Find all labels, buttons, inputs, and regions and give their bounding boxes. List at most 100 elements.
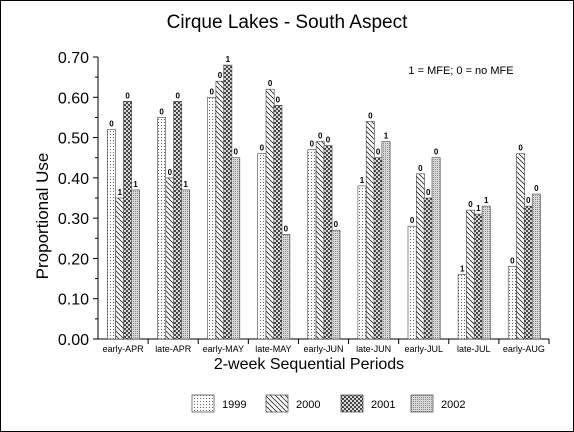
bar-2002-late-JUL — [481, 205, 491, 340]
bar-data-label: 0 — [426, 188, 431, 197]
bar-2000-late-JUL — [466, 209, 475, 340]
bar-2001-early-JUL — [423, 197, 433, 340]
x-axis-label: 2-week Sequential Periods — [214, 356, 404, 373]
bar-2002-early-AUG — [531, 193, 541, 340]
bar-2001-early-AUG — [523, 205, 533, 340]
x-tick-label: early-APR — [103, 344, 145, 354]
x-tick-label: late-APR — [155, 344, 192, 354]
bar-2002-early-JUL — [431, 157, 441, 340]
y-tick-label: 0.40 — [58, 171, 89, 188]
bar-data-label: 0 — [284, 224, 289, 233]
legend-label: 2002 — [441, 399, 465, 411]
bar-data-label: 0 — [159, 107, 164, 116]
bar-data-label: 0 — [334, 220, 339, 229]
y-tick-label: 0.60 — [58, 90, 89, 107]
plot-area: 0.000.100.200.300.400.500.600.700101earl… — [58, 50, 550, 354]
y-tick-label: 0.00 — [58, 332, 89, 349]
bar-data-label: 0 — [376, 148, 381, 157]
bar-2002-early-JUN — [331, 229, 341, 340]
bar-data-label: 1 — [226, 55, 231, 64]
legend-swatch-2001 — [340, 394, 364, 413]
bar-data-label: 0 — [310, 140, 315, 149]
bar-2001-late-JUL — [473, 213, 483, 340]
bar-1999-early-APR — [107, 129, 116, 340]
bar-data-label: 0 — [209, 87, 214, 96]
bar-data-label: 0 — [410, 216, 415, 225]
legend-label: 2001 — [371, 399, 395, 411]
chart-annotation: 1 = MFE; 0 = no MFE — [408, 65, 513, 77]
legend-swatch-1999 — [191, 394, 215, 413]
bar-data-label: 0 — [233, 148, 238, 157]
bar-data-label: 0 — [368, 112, 373, 121]
bar-2000-late-JUN — [365, 121, 375, 340]
bar-2002-early-MAY — [231, 157, 241, 340]
bar-data-label: 0 — [175, 91, 180, 100]
bar-2001-early-APR — [123, 101, 132, 340]
bar-2000-early-MAY — [215, 80, 225, 340]
bar-2002-early-APR — [131, 189, 140, 340]
bar-2002-late-MAY — [281, 234, 291, 340]
bar-group-early-JUN: 00 00 — [307, 132, 341, 340]
bar-data-label: 0 — [109, 120, 114, 129]
bar-data-label: 0 — [534, 184, 539, 193]
bar-data-label: 1 — [484, 196, 489, 205]
bar-1999-early-JUL — [407, 225, 417, 340]
x-tick-label: late-JUN — [356, 344, 391, 354]
bar-data-label: 1 — [460, 265, 465, 274]
x-tick-label: late-MAY — [255, 344, 291, 354]
bar-data-label: 1 — [183, 180, 188, 189]
bar-2000-early-AUG — [516, 153, 525, 340]
bar-2001-early-MAY — [223, 64, 233, 340]
bar-2002-late-JUN — [381, 141, 391, 340]
bar-data-label: 1 — [118, 188, 123, 197]
bar-data-label: 1 — [476, 204, 481, 213]
x-tick-label: early-JUL — [404, 344, 443, 354]
x-tick-label: early-JUN — [303, 344, 343, 354]
x-tick-label: early-AUG — [503, 344, 545, 354]
bar-2000-late-APR — [165, 177, 175, 340]
legend-label: 1999 — [222, 399, 246, 411]
bar-data-label: 0 — [526, 196, 531, 205]
bar-group-early-APR: 0 1 0 1 — [107, 91, 140, 340]
bar-data-label: 0 — [268, 79, 273, 88]
y-tick-label: 0.20 — [58, 251, 89, 268]
bar-2000-late-MAY — [265, 88, 275, 340]
bar-data-label: 0 — [168, 168, 173, 177]
bar-data-label: 0 — [418, 164, 423, 173]
bar-1999-early-AUG — [507, 266, 517, 340]
bar-data-label: 0 — [510, 257, 515, 266]
legend-label: 2000 — [296, 399, 320, 411]
bar-data-label: 0 — [276, 95, 281, 104]
bar-2001-early-JUN — [323, 145, 333, 340]
x-tick-label: late-JUL — [457, 344, 491, 354]
legend: 1999 2000 2001 2002 — [191, 394, 465, 413]
bar-data-label: 0 — [218, 71, 223, 80]
bar-data-label: 1 — [133, 180, 138, 189]
bar-group-late-JUL: 10 11 — [457, 196, 491, 340]
bar-1999-late-JUL — [457, 274, 467, 340]
bar-data-label: 0 — [260, 144, 265, 153]
bar-data-label: 0 — [125, 91, 130, 100]
bar-2000-early-JUN — [315, 141, 325, 340]
bar-2001-late-MAY — [273, 105, 283, 340]
y-tick-label: 0.10 — [58, 292, 89, 309]
bar-2000-early-JUL — [415, 173, 425, 340]
bar-data-label: 0 — [326, 136, 331, 145]
bar-data-label: 0 — [434, 148, 439, 157]
y-tick-label: 0.50 — [58, 131, 89, 148]
bar-1999-late-APR — [157, 117, 166, 340]
legend-swatch-2002 — [410, 394, 434, 413]
bar-1999-early-MAY — [207, 97, 217, 340]
bar-2002-late-APR — [181, 189, 190, 340]
y-tick-label: 0.30 — [58, 211, 89, 228]
bar-1999-late-MAY — [257, 153, 267, 340]
bar-1999-early-JUN — [307, 149, 317, 340]
bar-2000-early-APR — [115, 197, 125, 340]
y-axis-label: Proportional Use — [33, 153, 52, 280]
legend-swatch-2000 — [265, 394, 289, 413]
